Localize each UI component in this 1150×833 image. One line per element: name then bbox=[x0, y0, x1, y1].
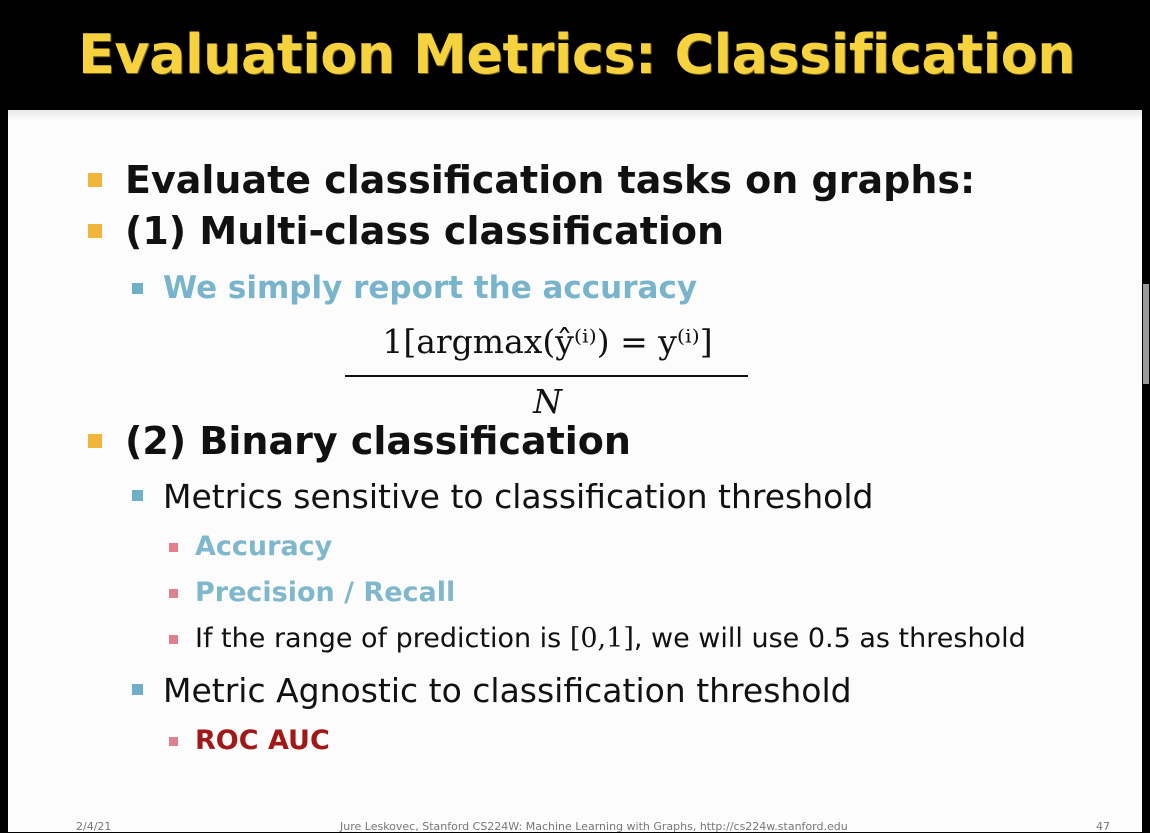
fraction-line bbox=[345, 375, 748, 377]
footer-date: 2/4/21 bbox=[76, 820, 112, 833]
threshold-note: If the range of prediction is [0,1], we … bbox=[195, 623, 1026, 654]
accuracy-formula: 1[argmax(ŷ⁽ⁱ⁾) = y⁽ⁱ⁾] N bbox=[345, 322, 750, 422]
title-divider bbox=[8, 110, 1142, 120]
bullet-marker bbox=[88, 434, 102, 448]
sub-bullet-marker bbox=[132, 283, 143, 294]
footer-credit: Jure Leskovec, Stanford CS224W: Machine … bbox=[340, 820, 848, 833]
bullet-evaluate: Evaluate classification tasks on graphs: bbox=[125, 158, 976, 202]
report-accuracy-text: We simply report the accuracy bbox=[163, 270, 698, 306]
sub-bullet-marker bbox=[132, 684, 143, 695]
bullet-multiclass: (1) Multi-class classification bbox=[125, 209, 725, 253]
scrollbar-track[interactable] bbox=[1142, 110, 1150, 832]
sub-sub-bullet-marker bbox=[169, 737, 178, 746]
range-math: [0,1] bbox=[569, 623, 634, 654]
metrics-sensitive-text: Metrics sensitive to classification thre… bbox=[163, 477, 874, 516]
footer-page-number: 47 bbox=[1096, 820, 1110, 833]
scrollbar-thumb[interactable] bbox=[1143, 284, 1149, 384]
sub-sub-bullet-marker bbox=[169, 635, 178, 644]
title-bar: Evaluation Metrics: Classification bbox=[0, 0, 1150, 110]
slide-title: Evaluation Metrics: Classification bbox=[78, 23, 1076, 86]
bullet-binary: (2) Binary classification bbox=[125, 419, 631, 463]
formula-numerator: 1[argmax(ŷ⁽ⁱ⁾) = y⁽ⁱ⁾] bbox=[382, 322, 713, 361]
threshold-note-post: , we will use 0.5 as threshold bbox=[633, 623, 1026, 654]
metric-agnostic-text: Metric Agnostic to classification thresh… bbox=[163, 671, 852, 710]
bullet-marker bbox=[88, 224, 102, 238]
sub-bullet-marker bbox=[132, 490, 143, 501]
sub-sub-bullet-marker bbox=[169, 543, 178, 552]
accuracy-item: Accuracy bbox=[195, 531, 333, 562]
sub-sub-bullet-marker bbox=[169, 589, 178, 598]
precision-recall-item: Precision / Recall bbox=[195, 577, 456, 608]
roc-auc-item: ROC AUC bbox=[195, 725, 330, 756]
threshold-note-pre: If the range of prediction is bbox=[195, 623, 570, 654]
formula-denominator: N bbox=[533, 382, 562, 421]
slide-body bbox=[8, 110, 1142, 832]
bullet-marker bbox=[88, 173, 102, 187]
